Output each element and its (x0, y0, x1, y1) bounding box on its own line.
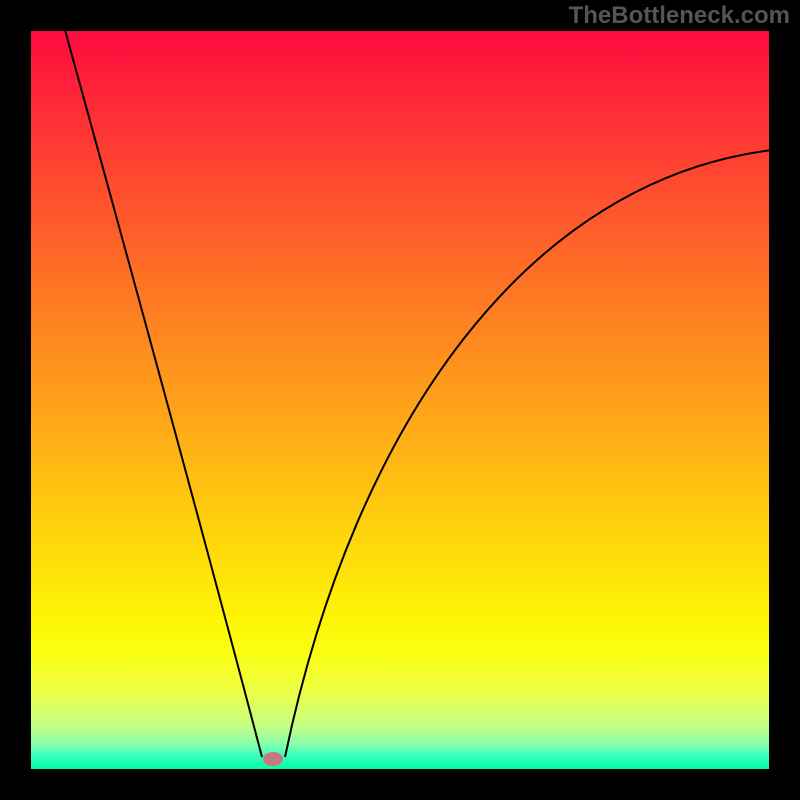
chart-container: TheBottleneck.com (0, 0, 800, 800)
watermark-text: TheBottleneck.com (569, 2, 790, 30)
minimum-marker (263, 752, 283, 766)
chart-svg (0, 0, 800, 800)
chart-background-gradient (31, 31, 769, 769)
